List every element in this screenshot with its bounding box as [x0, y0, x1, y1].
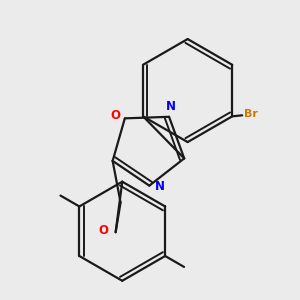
Text: N: N	[155, 180, 165, 193]
Text: Br: Br	[244, 109, 258, 119]
Text: N: N	[166, 100, 176, 113]
Text: O: O	[110, 109, 120, 122]
Text: O: O	[99, 224, 109, 237]
